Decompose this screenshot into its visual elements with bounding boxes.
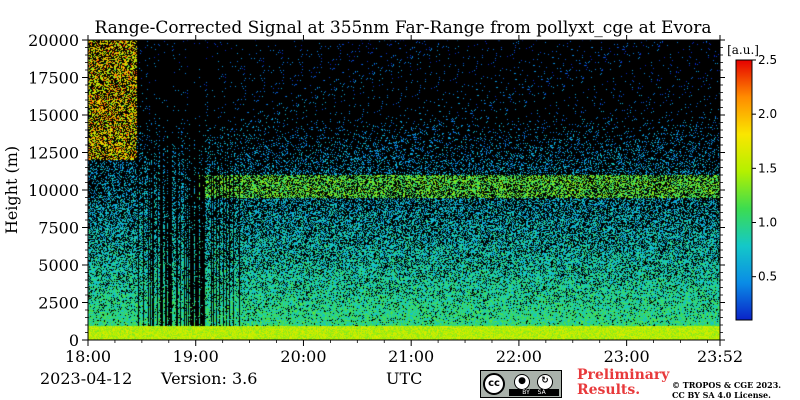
cc-license-badge: cc ● ↻ BY SA [480,370,562,398]
sa-share-icon: ↻ [537,374,553,390]
x-tick-label-3: 21:00 [388,347,434,366]
colorbar-tick-label-1: 1.0 [758,216,777,230]
preliminary-line-2: Results. [577,382,641,398]
x-tick-label-1: 19:00 [173,347,219,366]
x-tick-label-2: 20:00 [280,347,326,366]
copyright-line-2: CC BY SA 4.0 License. [672,390,771,400]
footer-date: 2023-04-12 [40,369,133,388]
y-axis-label: Height (m) [2,146,21,234]
y-tick-label-2: 5000 [38,256,79,275]
x-tick-label-0: 18:00 [65,347,111,366]
heatmap-image [88,40,720,340]
x-tick-label-5: 23:00 [604,347,650,366]
plot-area [87,39,721,341]
colorbar-tick-label-4: 2.5 [758,53,777,67]
colorbar-tick-label-0: 0.5 [758,270,777,284]
colorbar-tick-label-2: 1.5 [758,161,777,175]
y-tick-label-4: 10000 [28,181,79,200]
chart-title: Range-Corrected Signal at 355nm Far-Rang… [94,18,711,38]
footer-utc: UTC [386,369,423,388]
copyright-line-1: © TROPOS & CGE 2023. [672,380,782,390]
y-tick-label-3: 7500 [38,219,79,238]
cc-icon: cc [483,373,505,395]
x-tick-label-6: 23:52 [697,347,743,366]
y-axis: 0 2500 5000 7500 10000 12500 15000 17500 20000 [28,31,725,350]
colorbar-tick-label-3: 2.0 [758,107,777,121]
colorbar-gradient [735,59,753,321]
x-axis: 18:00 19:00 20:00 21:00 22:00 23:00 23:52 [65,35,743,366]
y-tick-label-8: 20000 [28,31,79,50]
y-tick-label-0: 0 [69,331,79,350]
colorbar: [a.u.] 0.5 1.0 1.5 2.0 2.5 [727,43,777,321]
x-tick-label-4: 22:00 [496,347,542,366]
y-tick-label-6: 15000 [28,106,79,125]
cc-label-strip: BY SA [509,389,559,396]
colorbar-unit: [a.u.] [727,43,759,57]
preliminary-line-1: Preliminary [577,367,670,383]
by-person-icon: ● [514,374,530,390]
preliminary-notice: Preliminary Results. [577,368,669,398]
y-tick-label-5: 12500 [28,144,79,163]
y-tick-label-7: 17500 [28,69,79,88]
y-tick-label-1: 2500 [38,294,79,313]
copyright-notice: © TROPOS & CGE 2023. CC BY SA 4.0 Licens… [672,380,781,400]
footer-version: Version: 3.6 [161,369,258,388]
